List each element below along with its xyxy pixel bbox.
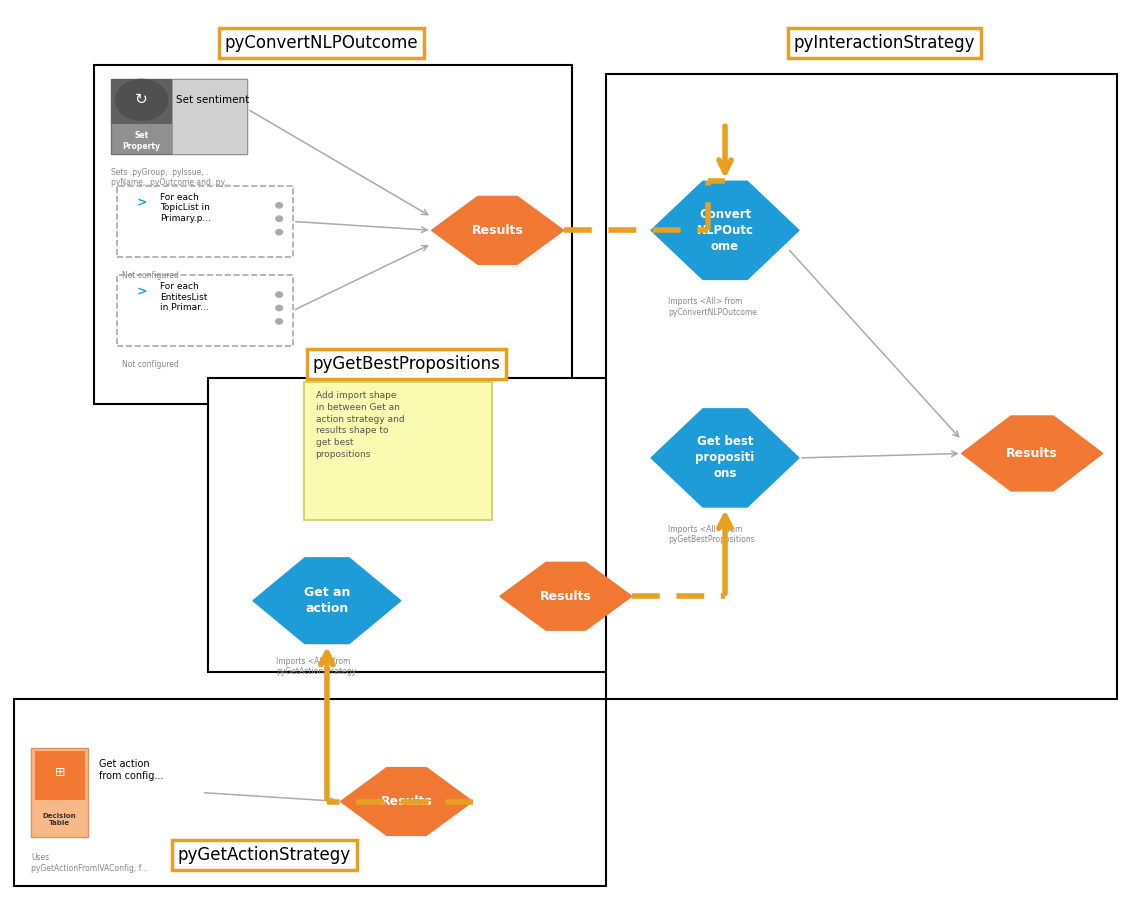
Text: Get an
action: Get an action bbox=[304, 586, 350, 615]
Text: For each
TopicList in
Primary.p...: For each TopicList in Primary.p... bbox=[160, 193, 210, 223]
Text: pyInteractionStrategy: pyInteractionStrategy bbox=[793, 34, 975, 52]
Circle shape bbox=[115, 79, 168, 120]
Polygon shape bbox=[961, 416, 1103, 491]
Text: Not configured: Not configured bbox=[122, 270, 179, 279]
FancyBboxPatch shape bbox=[14, 699, 606, 886]
Text: pyGetBestPropositions: pyGetBestPropositions bbox=[313, 356, 501, 374]
Text: Sets .pyGroup, .pyIssue, .
pyName, .pyOutcome and .py...: Sets .pyGroup, .pyIssue, . pyName, .pyOu… bbox=[111, 168, 231, 188]
Text: Imports <All> from
pyConvertNLPOutcome: Imports <All> from pyConvertNLPOutcome bbox=[669, 297, 757, 317]
Polygon shape bbox=[652, 409, 799, 507]
Text: For each
EntitesList
in Primar...: For each EntitesList in Primar... bbox=[160, 282, 208, 312]
Polygon shape bbox=[432, 197, 563, 264]
Text: pyGetActionStrategy: pyGetActionStrategy bbox=[178, 846, 351, 864]
FancyBboxPatch shape bbox=[208, 377, 708, 672]
Text: Convert
NLPOutc
ome: Convert NLPOutc ome bbox=[696, 207, 753, 253]
Text: Not configured: Not configured bbox=[122, 360, 179, 369]
FancyBboxPatch shape bbox=[304, 382, 491, 521]
FancyBboxPatch shape bbox=[111, 79, 247, 154]
Text: >: > bbox=[137, 286, 147, 299]
Text: Imports <All> from
pyGetActionStrategy: Imports <All> from pyGetActionStrategy bbox=[275, 657, 355, 676]
Text: Add import shape
in between Get an
action strategy and
results shape to
get best: Add import shape in between Get an actio… bbox=[315, 391, 405, 459]
Text: Results: Results bbox=[1006, 447, 1058, 460]
FancyBboxPatch shape bbox=[94, 66, 572, 404]
Text: Get action
from config...: Get action from config... bbox=[99, 760, 163, 781]
Text: Get best
propositi
ons: Get best propositi ons bbox=[695, 436, 754, 480]
Polygon shape bbox=[341, 768, 472, 835]
FancyBboxPatch shape bbox=[117, 186, 293, 257]
Text: Results: Results bbox=[381, 795, 432, 808]
FancyBboxPatch shape bbox=[31, 748, 88, 837]
Circle shape bbox=[275, 216, 282, 222]
Text: Decision
Table: Decision Table bbox=[42, 813, 77, 826]
Text: Set
Property: Set Property bbox=[122, 131, 160, 151]
FancyBboxPatch shape bbox=[173, 79, 247, 154]
Text: Uses
pyGetActionFromIVAConfig, f...: Uses pyGetActionFromIVAConfig, f... bbox=[31, 853, 149, 873]
Text: >: > bbox=[137, 197, 147, 209]
Polygon shape bbox=[499, 562, 632, 630]
FancyBboxPatch shape bbox=[606, 75, 1118, 699]
Polygon shape bbox=[652, 181, 799, 279]
FancyBboxPatch shape bbox=[111, 79, 173, 124]
Circle shape bbox=[275, 230, 282, 234]
FancyBboxPatch shape bbox=[34, 751, 85, 800]
Text: ↻: ↻ bbox=[135, 92, 147, 108]
Text: pyConvertNLPOutcome: pyConvertNLPOutcome bbox=[224, 34, 418, 52]
Circle shape bbox=[275, 203, 282, 208]
Polygon shape bbox=[253, 558, 401, 644]
Text: Results: Results bbox=[472, 224, 523, 237]
Text: Imports <All> from
pyGetBestPropositions: Imports <All> from pyGetBestPropositions bbox=[669, 524, 754, 544]
Text: Set sentiment: Set sentiment bbox=[176, 95, 249, 105]
Text: Results: Results bbox=[539, 590, 592, 603]
Circle shape bbox=[275, 319, 282, 324]
Circle shape bbox=[275, 305, 282, 311]
FancyBboxPatch shape bbox=[117, 275, 293, 347]
Circle shape bbox=[275, 292, 282, 297]
Text: ⊞: ⊞ bbox=[55, 767, 65, 779]
